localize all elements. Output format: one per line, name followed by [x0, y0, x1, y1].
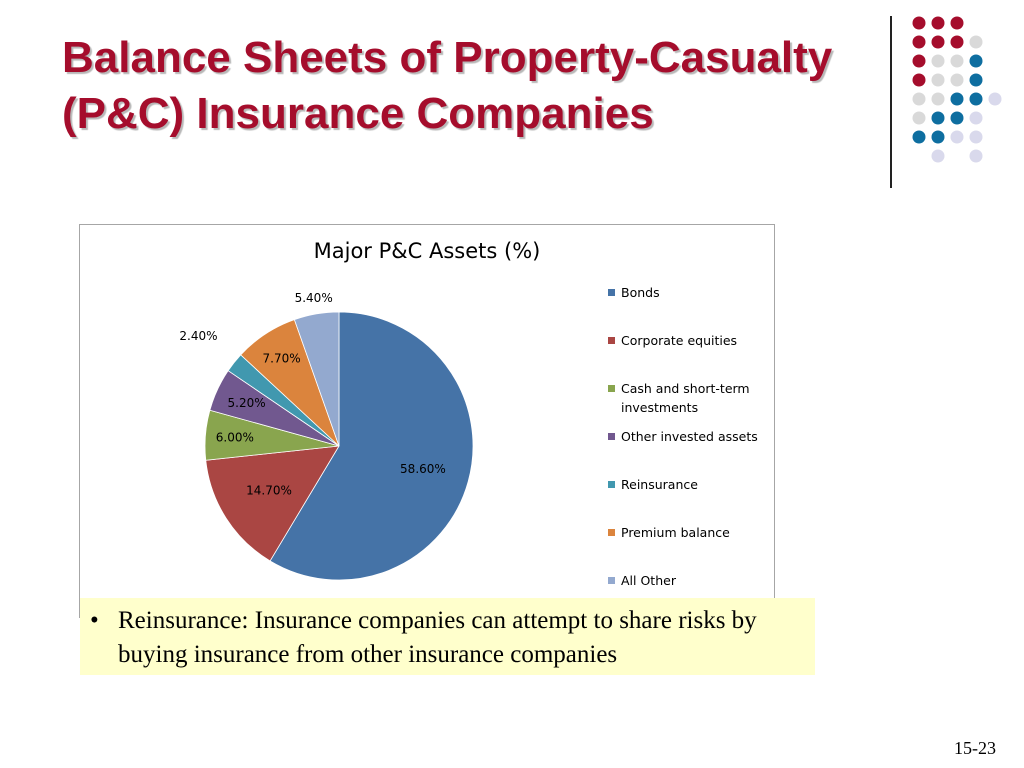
page-number: 15-23	[954, 738, 996, 758]
decorative-dot	[969, 92, 983, 106]
decorative-dot	[950, 35, 964, 49]
legend-swatch	[608, 577, 615, 584]
bullet-marker: •	[90, 607, 99, 634]
pie-data-label: 6.00%	[216, 430, 254, 444]
slide-title-line-2: (P&C) Insurance Companies	[62, 89, 654, 138]
decorative-dot	[912, 111, 926, 125]
decorative-dot	[950, 130, 964, 144]
pie-data-label: 5.20%	[228, 396, 266, 410]
decorative-dot	[969, 35, 983, 49]
legend-label: Bonds	[621, 285, 660, 300]
decorative-dot-grid	[912, 16, 1002, 163]
decorative-dot	[969, 73, 983, 87]
decorative-dot	[931, 73, 945, 87]
slide-title: Balance Sheets of Property-Casualty (P&C…	[62, 30, 892, 142]
decorative-dot	[931, 35, 945, 49]
decorative-dot	[931, 54, 945, 68]
decorative-dot	[931, 92, 945, 106]
pie-data-label: 7.70%	[263, 352, 301, 366]
pie-slice-bonds	[269, 311, 474, 581]
callout-text: • Reinsurance: Insurance companies can a…	[90, 604, 810, 672]
legend-label: Premium balance	[621, 525, 730, 540]
legend-swatch	[608, 529, 615, 536]
legend-label: All Other	[621, 573, 676, 588]
decorative-dot	[950, 73, 964, 87]
decorative-dot	[969, 149, 983, 163]
chart-title-text: Major P&C Assets (%)	[313, 239, 541, 263]
legend-label: Corporate equities	[621, 333, 738, 348]
legend-swatch	[608, 289, 615, 296]
legend-swatch	[608, 433, 615, 440]
pie-data-label: 14.70%	[246, 484, 292, 498]
legend-label: Other invested assets	[621, 429, 758, 444]
pie-data-label: 58.60%	[400, 462, 446, 476]
slide-title-line-1: Balance Sheets of Property-Casualty	[62, 33, 833, 82]
decorative-dot	[912, 92, 926, 106]
pie-data-label: 5.40%	[295, 291, 333, 305]
decorative-dot	[912, 54, 926, 68]
decorative-dot	[912, 73, 926, 87]
decorative-dot	[912, 16, 926, 30]
decorative-dot	[969, 130, 983, 144]
decorative-dot	[931, 16, 945, 30]
pie-chart: 58.60% 14.70% 6.00% 5.20% 2.40% 7.70% 5.40% Ma…	[79, 224, 775, 618]
legend-swatch	[608, 385, 615, 392]
pie-data-label: 2.40%	[179, 329, 217, 343]
decorative-dot	[931, 149, 945, 163]
reinsurance-callout: • Reinsurance: Insurance companies can a…	[80, 598, 815, 675]
legend-swatch	[608, 481, 615, 488]
chart-title: Major P&C Assets (%)	[80, 239, 774, 263]
decorative-dot	[931, 111, 945, 125]
legend-swatch	[608, 337, 615, 344]
pie-slice-all-other	[293, 311, 340, 447]
decorative-dot	[969, 111, 983, 125]
decorative-divider-line	[890, 16, 892, 188]
decorative-dot	[912, 35, 926, 49]
decorative-dot	[912, 130, 926, 144]
pie-slice-corporate-equities	[205, 445, 340, 562]
decorative-dot	[969, 54, 983, 68]
legend-label: Reinsurance	[621, 477, 698, 492]
decorative-dot	[931, 130, 945, 144]
callout-body-text: Reinsurance: Insurance companies can att…	[118, 607, 757, 668]
decorative-dot	[950, 16, 964, 30]
decorative-dot	[950, 92, 964, 106]
decorative-dot	[988, 92, 1002, 106]
pie-chart-plot: 58.60% 14.70% 6.00% 5.20% 2.40% 7.70% 5.40%	[179, 291, 474, 581]
legend-label: Cash and short-term investments	[621, 381, 750, 415]
decorative-dot	[950, 54, 964, 68]
decorative-dot	[950, 111, 964, 125]
